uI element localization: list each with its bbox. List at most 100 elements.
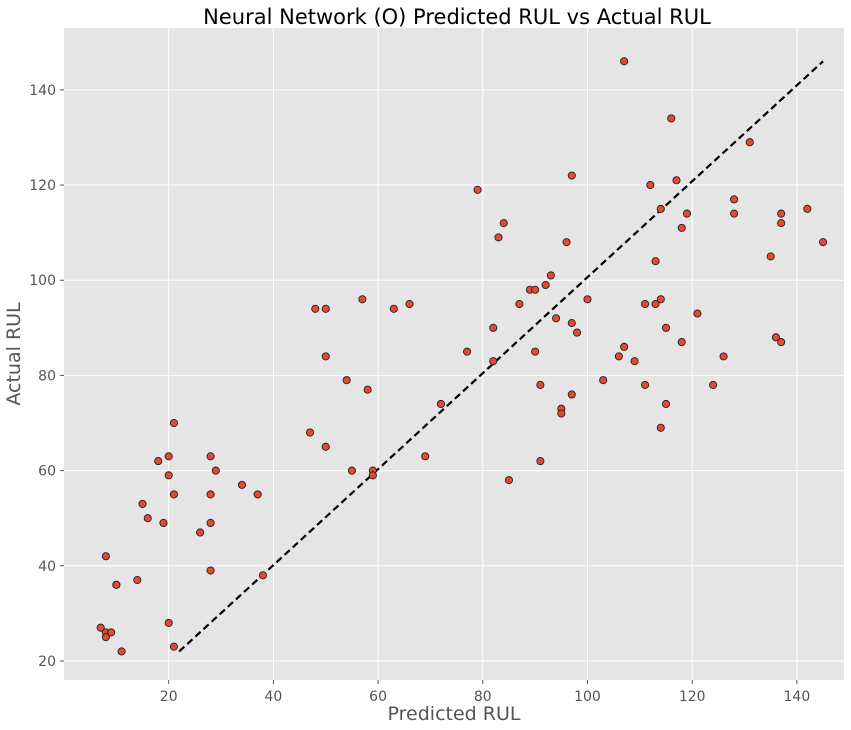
- y-tick-label: 100: [29, 273, 56, 289]
- data-point: [693, 309, 702, 318]
- data-point: [777, 209, 786, 218]
- data-point: [206, 490, 215, 499]
- data-point: [766, 252, 775, 261]
- reference-line: [178, 60, 824, 653]
- data-point: [311, 304, 320, 313]
- data-point: [101, 552, 110, 561]
- data-point: [641, 299, 650, 309]
- y-tick-label: 20: [38, 654, 56, 670]
- y-axis-label: Actual RUL: [3, 302, 25, 406]
- y-tick-label: 40: [38, 559, 56, 575]
- data-point: [803, 204, 812, 213]
- data-point: [164, 452, 173, 461]
- data-point: [583, 295, 592, 304]
- grid-lines: [64, 28, 844, 680]
- data-point: [661, 323, 671, 332]
- data-point: [117, 647, 126, 656]
- x-tick-label: 140: [784, 689, 811, 705]
- y-tick-label: 80: [38, 368, 56, 384]
- data-point: [719, 352, 728, 361]
- data-point: [164, 471, 173, 480]
- data-point: [641, 380, 650, 389]
- data-point: [347, 466, 356, 475]
- data-point: [321, 442, 330, 451]
- data-point: [677, 223, 686, 232]
- data-point: [599, 376, 608, 385]
- x-axis-label: Predicted RUL: [388, 703, 521, 725]
- data-point: [730, 209, 739, 218]
- data-point: [206, 566, 215, 575]
- data-point: [112, 580, 121, 589]
- x-tick-label: 60: [369, 689, 387, 705]
- y-tick-label: 120: [29, 178, 56, 194]
- data-point: [531, 285, 540, 294]
- data-point: [614, 352, 623, 361]
- data-point: [567, 171, 576, 180]
- data-point: [206, 518, 215, 527]
- data-point: [745, 138, 754, 147]
- data-point: [567, 390, 576, 399]
- data-point: [489, 323, 498, 332]
- data-point: [206, 452, 215, 461]
- data-point: [567, 319, 576, 328]
- data-point: [709, 380, 718, 389]
- data-point: [536, 457, 545, 466]
- reference-line-group: [178, 60, 824, 653]
- data-point: [677, 338, 686, 347]
- data-point: [421, 452, 430, 461]
- data-point: [682, 209, 692, 218]
- data-point: [531, 347, 540, 356]
- x-tick-label: 80: [474, 689, 492, 705]
- data-point: [463, 347, 472, 356]
- data-point: [504, 476, 514, 485]
- data-point: [630, 357, 639, 366]
- data-point: [499, 219, 508, 228]
- data-point: [494, 233, 503, 242]
- x-tick-label: 40: [264, 689, 282, 705]
- data-point: [562, 238, 571, 247]
- data-point: [620, 342, 629, 351]
- data-points: [96, 57, 828, 656]
- data-point: [819, 238, 828, 247]
- data-point: [651, 257, 660, 266]
- data-point: [164, 618, 173, 627]
- data-point: [656, 423, 665, 432]
- data-point: [211, 466, 220, 475]
- data-point: [557, 409, 566, 418]
- x-tick-label: 100: [574, 689, 601, 705]
- data-point: [667, 114, 676, 123]
- data-point: [473, 185, 482, 194]
- data-point: [133, 576, 142, 585]
- plot-area: [64, 28, 844, 680]
- data-point: [169, 418, 178, 428]
- data-point: [536, 380, 545, 389]
- data-point: [672, 176, 681, 185]
- x-tick-label: 20: [160, 689, 178, 705]
- data-point: [96, 623, 105, 632]
- data-point: [321, 352, 330, 361]
- data-point: [572, 328, 582, 337]
- data-point: [305, 428, 315, 437]
- data-point: [196, 528, 205, 537]
- data-point: [237, 480, 247, 489]
- data-point: [405, 299, 414, 309]
- data-point: [661, 399, 671, 409]
- data-point: [656, 295, 665, 304]
- data-point: [541, 280, 550, 290]
- y-tick-label: 60: [38, 464, 56, 480]
- data-point: [620, 57, 629, 66]
- data-point: [169, 490, 178, 499]
- data-point: [656, 204, 665, 213]
- data-point: [363, 385, 372, 394]
- tick-labels: 20 40 60 80 100 120 140 20 40 60 80 100 120 140: [29, 83, 810, 705]
- data-point: [552, 314, 561, 323]
- data-point: [515, 299, 524, 309]
- data-point: [777, 219, 786, 228]
- x-tick-label: 120: [679, 689, 706, 705]
- data-point: [730, 195, 739, 204]
- data-point: [777, 338, 786, 347]
- data-point: [342, 376, 351, 385]
- data-point: [436, 399, 445, 409]
- data-point: [646, 181, 655, 190]
